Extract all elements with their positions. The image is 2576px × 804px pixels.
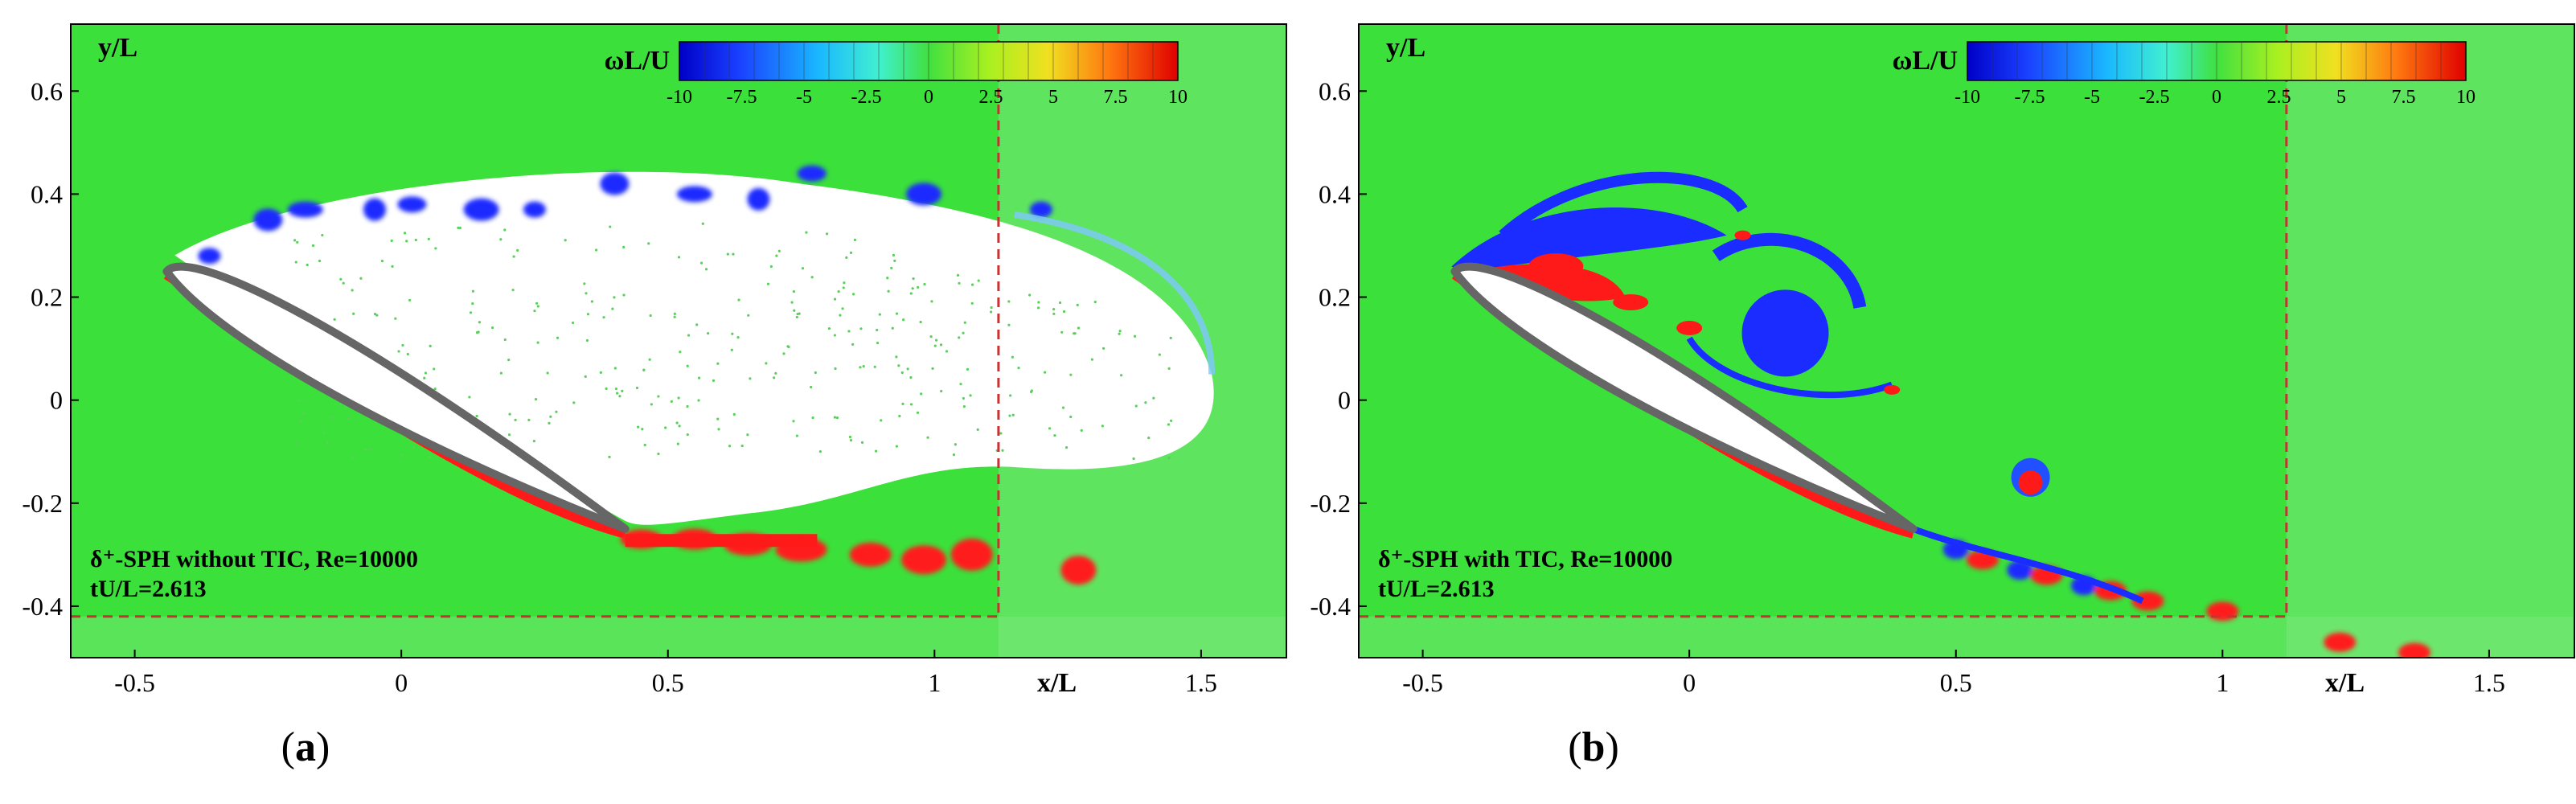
x-tick-label: 0 [1683,668,1696,697]
y-tick-label: -0.2 [1310,489,1351,518]
y-tick-label: 0.4 [31,179,63,208]
annotation-line-2: tU/L=2.613 [90,576,207,602]
y-tick-label: -0.2 [22,489,63,518]
x-tick-label: -0.5 [1402,668,1443,697]
x-tick-label: 1 [928,668,941,697]
y-tick-label: 0 [1338,386,1351,415]
coarse-particle-region [2286,24,2574,658]
wake-shear-layer [1912,526,2144,605]
y-tick-label: 0.2 [1319,283,1351,312]
y-tick-label: 0.2 [31,283,63,312]
colorbar-tick-label: 7.5 [2392,87,2416,108]
colorbar-label: ωL/U [1892,46,1958,76]
annotation-line-1: δ⁺-SPH with TIC, Re=10000 [1378,546,1672,572]
colorbar-tick-label: 10 [2456,87,2476,108]
vorticity-field [71,24,1286,658]
y-axis-label: y/L [98,33,137,63]
void-region [174,171,1214,525]
vorticity-plot-b: -0.5 0 0.5 1 1.5 0.6 0.4 0.2 0 -0.2 -0.4 y/L x/L ωL/U… [1310,23,2575,698]
y-axis-label: y/L [1386,33,1425,63]
colorbar-tick-label: -2.5 [2139,87,2170,108]
negative-vortex-blobs [198,165,1052,265]
x-tick-label: 1.5 [1185,668,1217,697]
y-tick-label: 0.6 [31,76,63,105]
colorbar-tick-label: 7.5 [1104,87,1128,108]
colorbar-tick-label: -7.5 [727,87,757,108]
scattered-particles [293,222,1173,461]
x-tick-label: 0.5 [652,668,684,697]
y-tick-label: -0.4 [22,592,63,621]
negative-vortex-structures [1451,171,2050,497]
y-tick-label: -0.4 [1310,592,1351,621]
panel-a: -0.5 0 0.5 1 1.5 0.6 0.4 0.2 0 -0.2 -0.4 y/L x/L ωL/U… [22,23,1287,770]
colorbar-tick-label: 2.5 [979,87,1003,108]
coarse-particle-region-bottom [1359,616,2574,658]
x-axis-label: x/L [1037,668,1077,698]
x-tick-label: -0.5 [114,668,155,697]
x-axis-label: x/L [2325,668,2365,698]
colorbar-label: ωL/U [604,46,670,76]
colorbar-tick-label: -2.5 [851,87,882,108]
airfoil [162,262,630,533]
vorticity-field [1359,24,2574,658]
red-band [625,534,818,548]
caption-b: (b) [1568,724,1619,770]
x-tick-label: 0.5 [1940,668,1972,697]
plot-frame [1358,23,2575,658]
colorbar-tick-label: -5 [2084,87,2100,108]
y-tick-label: 0.6 [1319,76,1351,105]
airfoil [1450,262,1918,533]
annotation-line-1: δ⁺-SPH without TIC, Re=10000 [90,546,418,572]
colorbar-tick-label: -10 [1955,87,1980,108]
colorbar-tick-label: -7.5 [2015,87,2045,108]
colorbar-tick-label: -5 [796,87,812,108]
vorticity-plot-a: -0.5 0 0.5 1 1.5 0.6 0.4 0.2 0 -0.2 -0.4 y/L x/L ωL/U… [22,23,1287,698]
colorbar-tick-label: -10 [667,87,692,108]
colorbar-tick-label: 2.5 [2267,87,2291,108]
colorbar-tick-label: 5 [1048,87,1058,108]
colorbar-tick-label: 0 [2212,87,2221,108]
plot-frame [70,23,1287,658]
caption-a: (a) [281,724,330,770]
coarse-particle-region-bottom [71,616,1286,658]
x-tick-label: 1 [2216,668,2229,697]
colorbar-tick-label: 5 [2336,87,2346,108]
x-tick-label: 1.5 [2473,668,2505,697]
shear-edge [1014,211,1216,375]
panel-b: -0.5 0 0.5 1 1.5 0.6 0.4 0.2 0 -0.2 -0.4 y/L x/L ωL/U… [1288,0,2576,804]
annotation-line-2: tU/L=2.613 [1378,576,1495,602]
colorbar-tick-label: 10 [1168,87,1188,108]
y-tick-label: 0.4 [1319,179,1351,208]
y-tick-label: 0 [50,386,63,415]
x-tick-label: 0 [395,668,408,697]
colorbar-tick-label: 0 [924,87,933,108]
